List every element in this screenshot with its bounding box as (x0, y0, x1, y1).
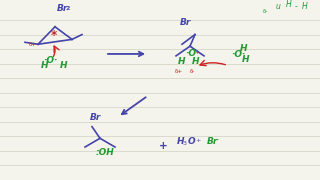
Text: H: H (302, 2, 308, 11)
Text: δ+: δ+ (29, 42, 37, 47)
Text: ·O·: ·O· (43, 56, 57, 65)
Text: H: H (192, 57, 199, 66)
Text: +: + (194, 50, 199, 55)
Text: Br: Br (180, 18, 191, 27)
Text: -: - (216, 135, 219, 144)
Text: H: H (242, 55, 250, 64)
Text: ·O·: ·O· (231, 50, 245, 59)
Text: :OH: :OH (96, 148, 115, 157)
Text: H: H (178, 57, 186, 66)
Text: H: H (41, 60, 49, 69)
Text: Br: Br (207, 137, 218, 146)
Text: H: H (286, 0, 292, 9)
Text: Br: Br (90, 113, 101, 122)
Text: δ+: δ+ (175, 69, 183, 74)
Text: +: + (195, 138, 200, 143)
Text: u: u (276, 2, 281, 11)
Text: O: O (188, 137, 196, 146)
Text: H: H (60, 60, 68, 69)
Text: -: - (295, 2, 298, 11)
Text: δ-: δ- (190, 69, 196, 74)
Text: 3: 3 (183, 141, 187, 146)
Text: H: H (240, 44, 247, 53)
Text: Br: Br (57, 4, 68, 13)
Text: δ-: δ- (263, 9, 268, 14)
Text: *: * (51, 29, 57, 42)
Text: +: + (159, 141, 167, 151)
Text: ·O: ·O (185, 49, 196, 58)
Text: 2: 2 (66, 6, 70, 11)
Text: H: H (177, 137, 185, 146)
